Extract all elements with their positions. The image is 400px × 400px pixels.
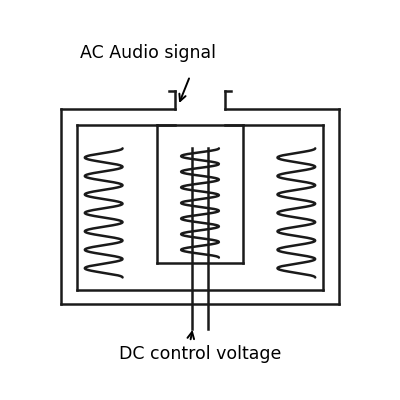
Text: AC Audio signal: AC Audio signal: [80, 44, 216, 62]
Text: DC control voltage: DC control voltage: [119, 345, 281, 363]
